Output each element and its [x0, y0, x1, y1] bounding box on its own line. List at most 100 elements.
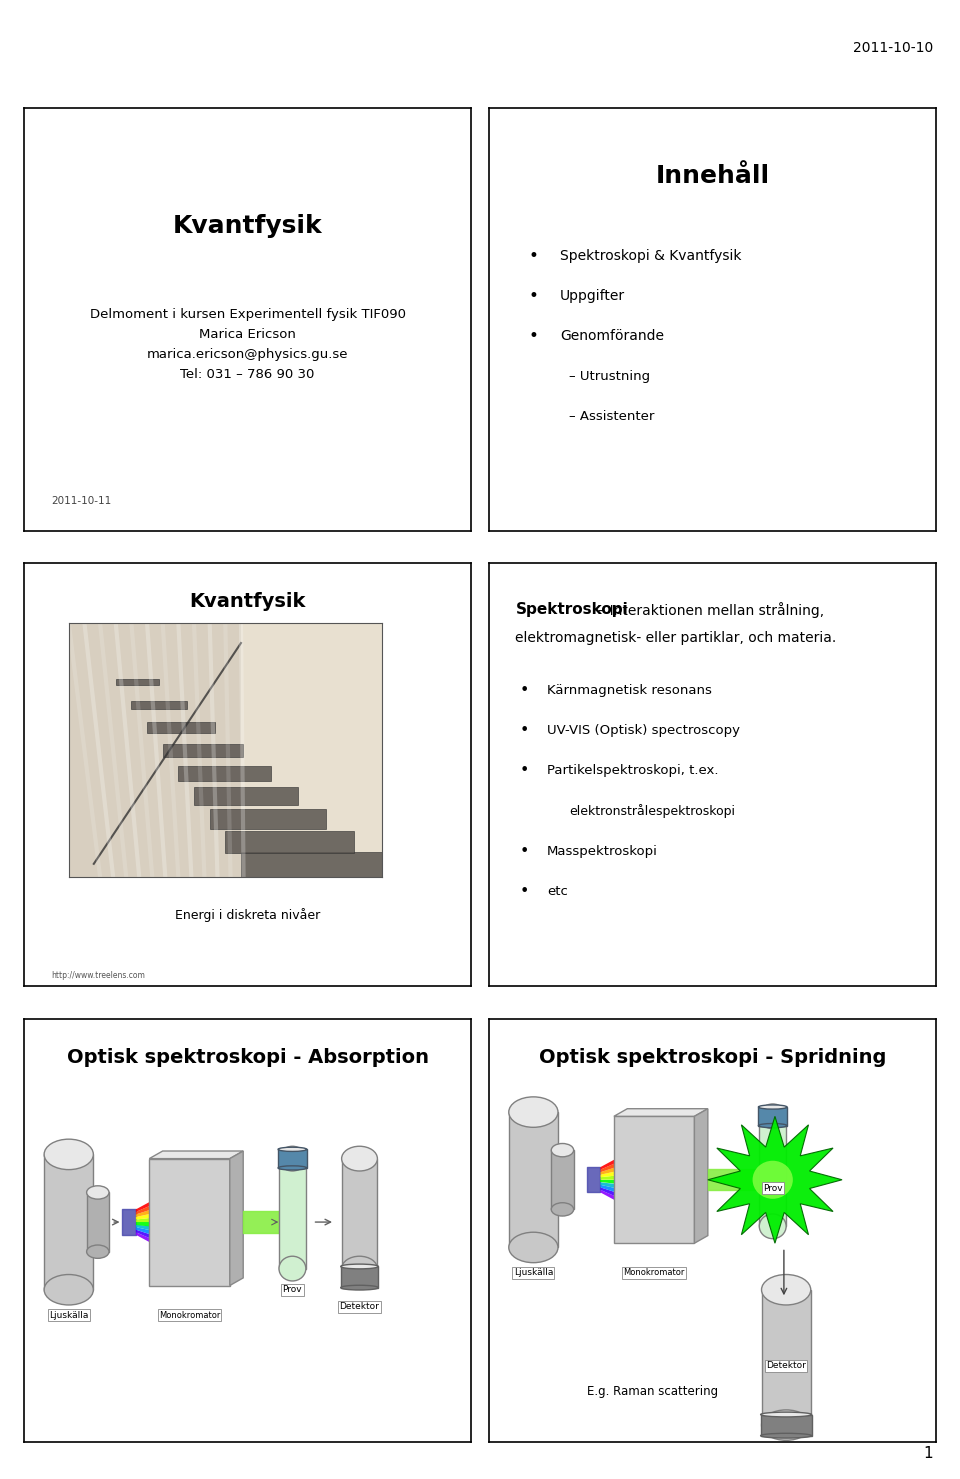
Text: •: • — [529, 287, 539, 305]
Polygon shape — [601, 1142, 694, 1174]
Text: Genomförande: Genomförande — [561, 330, 664, 343]
Polygon shape — [136, 1232, 229, 1285]
Polygon shape — [601, 1117, 694, 1170]
Text: Ljuskälla: Ljuskälla — [49, 1310, 88, 1319]
Polygon shape — [116, 679, 159, 685]
Polygon shape — [136, 1185, 229, 1217]
Text: – Assistenter: – Assistenter — [569, 410, 655, 423]
Text: •: • — [520, 884, 529, 899]
Polygon shape — [278, 1149, 307, 1168]
Polygon shape — [342, 1158, 377, 1269]
Ellipse shape — [551, 1202, 574, 1216]
Polygon shape — [229, 1151, 243, 1285]
Text: Delmoment i kursen Experimentell fysik TIF090
Marica Ericson
marica.ericson@phys: Delmoment i kursen Experimentell fysik T… — [89, 308, 406, 382]
Ellipse shape — [758, 1124, 787, 1127]
Polygon shape — [613, 1117, 694, 1244]
Polygon shape — [136, 1197, 229, 1220]
Text: Detektor: Detektor — [766, 1361, 806, 1371]
Ellipse shape — [761, 1275, 811, 1304]
Ellipse shape — [341, 1265, 378, 1269]
Polygon shape — [209, 809, 326, 828]
Text: •: • — [520, 723, 529, 738]
Polygon shape — [136, 1228, 229, 1260]
Polygon shape — [44, 1155, 93, 1290]
Polygon shape — [601, 1185, 694, 1217]
Polygon shape — [241, 852, 382, 877]
Polygon shape — [613, 1109, 708, 1117]
Polygon shape — [509, 1112, 558, 1247]
Ellipse shape — [509, 1232, 558, 1263]
Text: elektromagnetisk- eller partiklar, och materia.: elektromagnetisk- eller partiklar, och m… — [516, 632, 837, 645]
Polygon shape — [226, 831, 354, 852]
Polygon shape — [759, 1117, 786, 1226]
Polygon shape — [136, 1158, 229, 1211]
Polygon shape — [601, 1188, 694, 1231]
Text: http://www.treelens.com: http://www.treelens.com — [51, 972, 145, 981]
Text: •: • — [520, 843, 529, 859]
Polygon shape — [601, 1167, 694, 1180]
Text: Prov: Prov — [763, 1183, 782, 1192]
Polygon shape — [758, 1106, 787, 1126]
Polygon shape — [708, 1117, 842, 1244]
Text: 2011-10-11: 2011-10-11 — [51, 495, 111, 506]
Ellipse shape — [342, 1256, 377, 1281]
Text: Uppgifter: Uppgifter — [561, 290, 625, 303]
Ellipse shape — [341, 1285, 378, 1290]
Text: Energi i diskreta nivåer: Energi i diskreta nivåer — [175, 908, 321, 921]
Text: 2011-10-10: 2011-10-10 — [852, 41, 933, 55]
Text: •: • — [529, 327, 539, 346]
Polygon shape — [86, 1192, 109, 1251]
Polygon shape — [601, 1182, 694, 1205]
Polygon shape — [694, 1109, 708, 1244]
Polygon shape — [601, 1128, 694, 1173]
Polygon shape — [601, 1155, 694, 1177]
Ellipse shape — [278, 1165, 307, 1170]
Polygon shape — [132, 701, 187, 708]
Text: Optisk spektroskopi - Absorption: Optisk spektroskopi - Absorption — [66, 1047, 429, 1066]
Text: Partikelspektroskopi, t.ex.: Partikelspektroskopi, t.ex. — [547, 765, 718, 778]
Ellipse shape — [279, 1256, 306, 1281]
Polygon shape — [136, 1225, 229, 1247]
Text: 1: 1 — [924, 1446, 933, 1461]
Ellipse shape — [342, 1146, 377, 1171]
Polygon shape — [149, 1158, 229, 1285]
Ellipse shape — [551, 1143, 574, 1157]
Polygon shape — [136, 1171, 229, 1214]
Ellipse shape — [44, 1275, 93, 1304]
Text: Spektroskopi & Kvantfysik: Spektroskopi & Kvantfysik — [561, 248, 742, 263]
Circle shape — [753, 1161, 793, 1199]
Text: E.g. Raman scattering: E.g. Raman scattering — [588, 1384, 718, 1398]
Polygon shape — [179, 766, 271, 781]
Text: Monokromator: Monokromator — [623, 1269, 684, 1278]
Text: Ljuskälla: Ljuskälla — [514, 1269, 553, 1278]
Ellipse shape — [44, 1139, 93, 1170]
Ellipse shape — [86, 1245, 109, 1259]
Text: Spektroskopi: Spektroskopi — [516, 602, 628, 617]
Polygon shape — [551, 1151, 574, 1210]
Text: •: • — [529, 247, 539, 265]
Ellipse shape — [760, 1433, 811, 1438]
Ellipse shape — [86, 1186, 109, 1199]
Text: – Interaktionen mellan strålning,: – Interaktionen mellan strålning, — [594, 602, 824, 618]
Polygon shape — [761, 1290, 811, 1426]
Polygon shape — [136, 1222, 229, 1235]
Ellipse shape — [759, 1214, 786, 1239]
Text: UV-VIS (Optisk) spectroscopy: UV-VIS (Optisk) spectroscopy — [547, 725, 740, 737]
Polygon shape — [162, 744, 243, 757]
Text: Optisk spektroskopi - Spridning: Optisk spektroskopi - Spridning — [539, 1047, 886, 1066]
Polygon shape — [149, 1151, 243, 1158]
Ellipse shape — [278, 1148, 307, 1152]
Text: – Utrustning: – Utrustning — [569, 370, 650, 383]
Polygon shape — [136, 1210, 229, 1222]
Text: Kvantfysik: Kvantfysik — [173, 214, 323, 238]
Text: Prov: Prov — [282, 1285, 302, 1294]
Polygon shape — [279, 1158, 306, 1269]
Text: Innehåll: Innehåll — [656, 164, 769, 188]
Ellipse shape — [279, 1146, 306, 1171]
Polygon shape — [241, 623, 382, 877]
Polygon shape — [194, 787, 299, 805]
Text: elektronstrålespektroskopi: elektronstrålespektroskopi — [569, 805, 735, 818]
Polygon shape — [601, 1191, 694, 1244]
Polygon shape — [341, 1266, 378, 1288]
Ellipse shape — [758, 1105, 787, 1109]
